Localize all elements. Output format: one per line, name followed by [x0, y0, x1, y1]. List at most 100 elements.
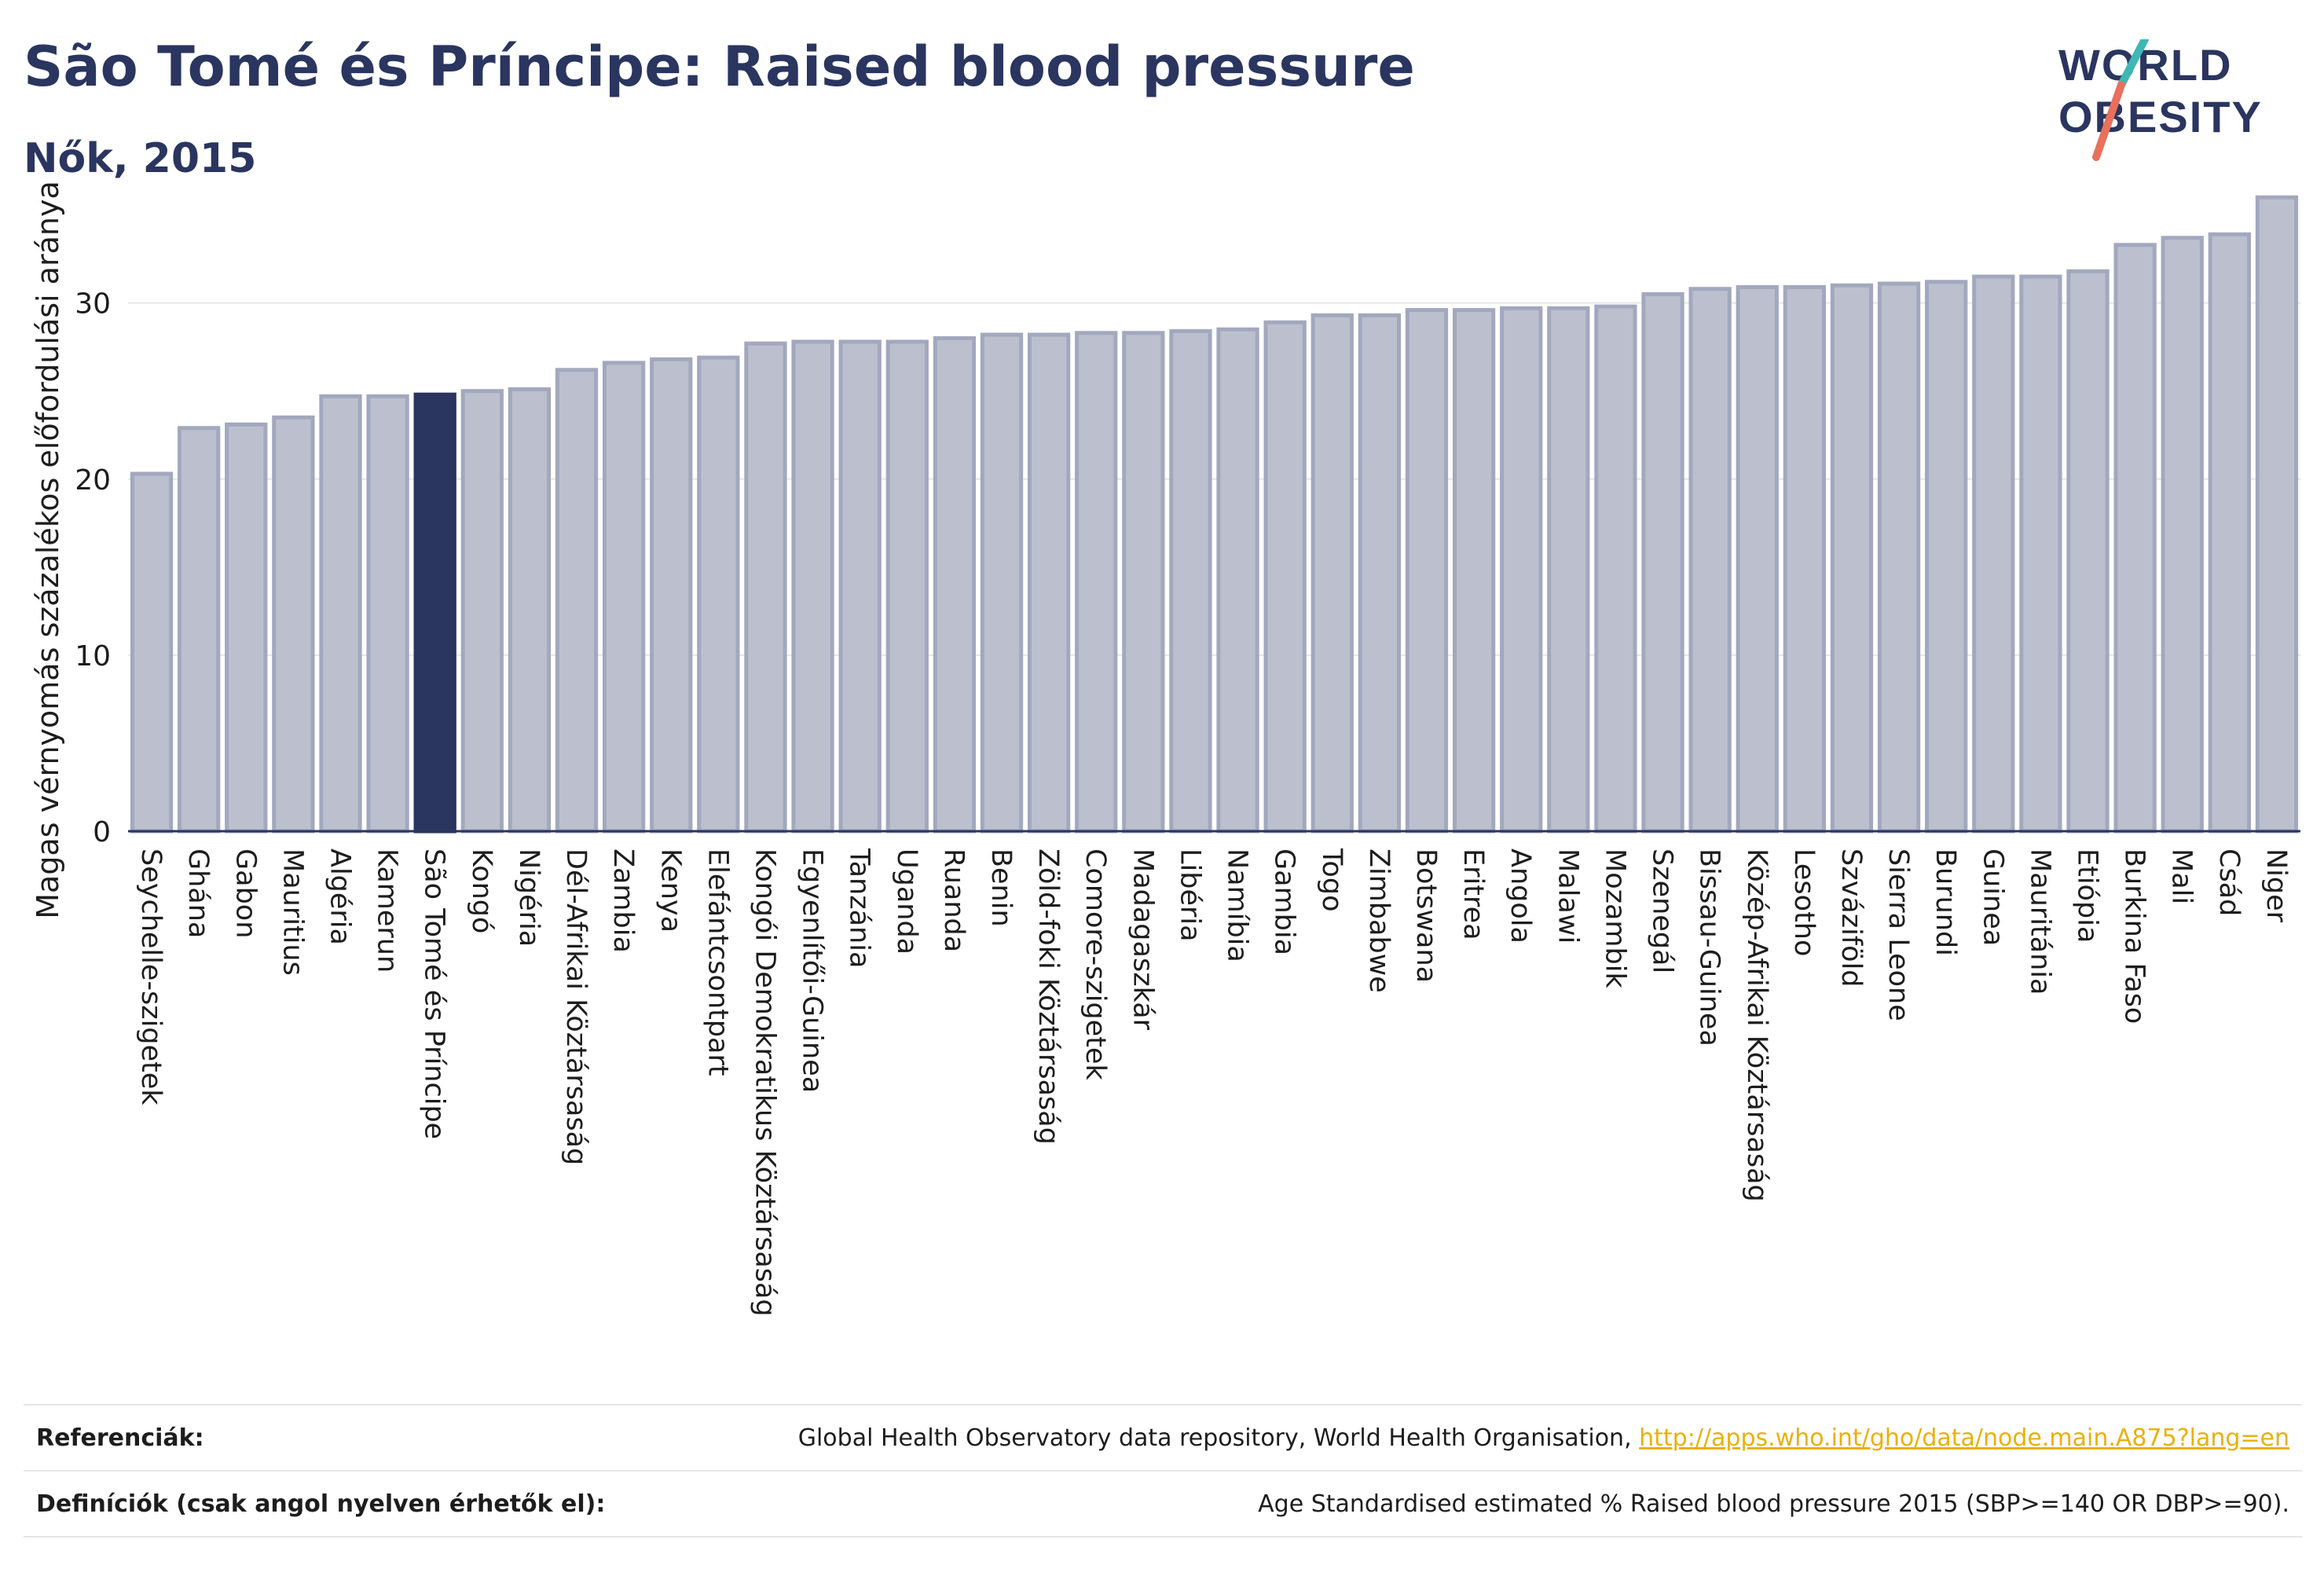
bar	[1075, 331, 1118, 834]
bar	[1169, 329, 1212, 834]
bar	[1688, 287, 1732, 834]
x-tick-label: Lesotho	[1788, 848, 1820, 956]
x-tick-label: Eritrea	[1457, 848, 1489, 940]
references-link[interactable]: http://apps.who.int/gho/data/node.main.A…	[1639, 1424, 2289, 1452]
bar	[225, 422, 268, 834]
bar	[1452, 308, 1496, 834]
y-tick-label: 10	[75, 640, 111, 673]
bar	[885, 339, 929, 834]
logo-slash-top	[2117, 35, 2149, 89]
bar	[1830, 283, 1874, 834]
x-tick-label: Ruanda	[938, 848, 970, 952]
bar	[2066, 269, 2110, 834]
x-tick-label: Kongói Demokratikus Köztársaság	[749, 848, 780, 1317]
x-tick-label: Dél-Afrikai Köztársaság	[560, 848, 592, 1165]
chart-title: São Tomé és Príncipe: Raised blood press…	[24, 35, 1415, 99]
bar	[2208, 232, 2251, 834]
x-tick-label: Gambia	[1269, 848, 1300, 955]
world-obesity-logo: WORLD OBESITY	[2043, 35, 2310, 165]
x-tick-label: Gabon	[229, 848, 261, 938]
x-tick-label: Togo	[1316, 848, 1347, 911]
bar	[838, 339, 882, 834]
references-label: Referenciák:	[36, 1424, 204, 1452]
x-tick-label: Ghána	[182, 848, 214, 938]
logo-slash-bottom	[2092, 81, 2125, 161]
bar	[508, 387, 552, 834]
bar	[460, 389, 504, 834]
x-tick-label: Mauritánia	[2024, 848, 2055, 995]
axes: 0 10 20 30	[75, 288, 2300, 848]
bar	[980, 332, 1024, 834]
x-tick-label: Egyenlítői-Guinea	[797, 848, 828, 1093]
x-tick-label: São Tomé és Príncipe	[419, 848, 450, 1139]
bar	[650, 357, 693, 834]
bar	[319, 394, 362, 834]
x-tick-label: Zimbabwe	[1363, 848, 1395, 993]
x-tick-label: Kamerun	[372, 848, 403, 973]
x-tick-label: Közép-Afrikai Köztársaság	[1741, 848, 1772, 1202]
x-tick-label: Seychelle-szigetek	[135, 848, 167, 1105]
x-tick-label: Zambia	[607, 848, 639, 953]
x-tick-label: Zöld-foki Köztársaság	[1032, 848, 1064, 1145]
logo-word-2: OBESITY	[2058, 92, 2263, 141]
definitions-label: Definíciók (csak angol nyelven érhetők e…	[36, 1490, 606, 1518]
x-tick-label: Tanzánia	[844, 848, 875, 968]
bar	[555, 368, 599, 834]
bar	[1736, 285, 1779, 834]
x-tick-label: Niger	[2260, 848, 2292, 923]
bar	[1358, 313, 1402, 834]
bar	[1925, 280, 1968, 834]
x-tick-label: Guinea	[1977, 848, 2008, 946]
x-tick-label: Madagaszkár	[1127, 848, 1158, 1031]
bar	[1972, 274, 2015, 834]
x-tick-label: Szenegál	[1647, 848, 1678, 973]
x-tick-label: Etiópia	[2072, 848, 2103, 943]
logo-graphic: WORLD OBESITY	[2058, 35, 2263, 161]
bar	[366, 394, 409, 834]
bar	[1263, 320, 1307, 834]
bar	[1547, 306, 1590, 834]
x-tick-label: Malawi	[1552, 848, 1583, 944]
x-tick-label: Elefántcsontpart	[702, 848, 733, 1076]
bar	[1500, 306, 1543, 834]
x-tick-label: Bissau-Guinea	[1694, 848, 1725, 1046]
bar	[1216, 327, 1259, 834]
y-tick-label: 20	[75, 464, 111, 497]
bar	[130, 471, 174, 834]
bar	[744, 341, 787, 834]
bar	[2161, 236, 2204, 834]
bar	[933, 335, 977, 834]
bar	[2019, 274, 2062, 834]
bars	[130, 195, 2299, 834]
definitions-value: Age Standardised estimated % Raised bloo…	[1258, 1490, 2289, 1518]
bar	[1405, 308, 1449, 834]
x-tick-label: Angola	[1505, 848, 1536, 944]
reference-table: Referenciák: Global Health Observatory d…	[24, 1404, 2302, 1538]
x-tick-label: Sierra Leone	[1882, 848, 1914, 1021]
bar	[1783, 285, 1827, 834]
chart-subtitle: Nők, 2015	[24, 135, 257, 182]
category-labels: Seychelle-szigetek Ghána Gabon Mauritius Alg…	[135, 848, 2292, 1317]
bar	[272, 415, 315, 834]
bar	[1122, 331, 1165, 834]
bar	[1027, 332, 1071, 834]
references-row: Referenciák: Global Health Observatory d…	[24, 1404, 2302, 1470]
references-value: Global Health Observatory data repositor…	[798, 1424, 2302, 1452]
bar	[697, 355, 740, 834]
bar	[2255, 195, 2299, 834]
x-tick-label: Mozambik	[1599, 848, 1630, 988]
bar	[602, 361, 646, 834]
bar-chart: 0 10 20 30 Seychelle-szigetek Ghána Gabon Maur…	[31, 181, 2300, 1317]
bar	[1594, 304, 1637, 834]
x-tick-label: Namíbia	[1222, 848, 1253, 962]
x-tick-label: Kongó	[466, 848, 497, 933]
references-text: Global Health Observatory data repositor…	[797, 1424, 1640, 1452]
x-tick-label: Comore-szigetek	[1080, 848, 1111, 1080]
x-tick-label: Uganda	[891, 848, 922, 955]
x-tick-label: Libéria	[1174, 848, 1205, 942]
x-tick-label: Burundi	[1930, 848, 1961, 956]
y-tick-label: 30	[75, 288, 111, 321]
bar	[178, 426, 221, 834]
bar	[2113, 243, 2157, 834]
bar	[1641, 291, 1684, 834]
